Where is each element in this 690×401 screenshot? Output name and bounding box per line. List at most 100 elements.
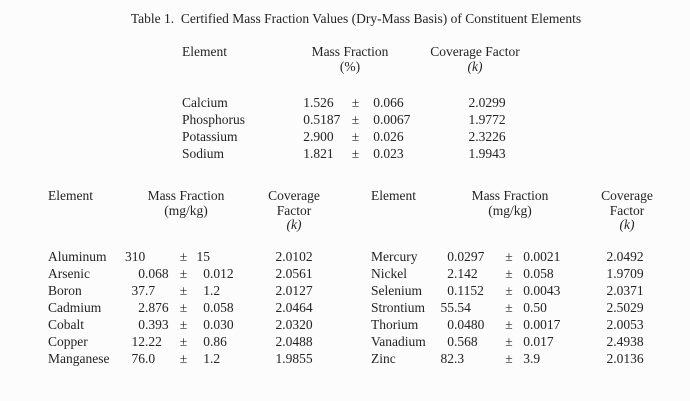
mass-fraction-value: 76.0 [131, 351, 156, 366]
plus-minus-symbol: ± [179, 266, 188, 281]
uncertainty-value: 0.026 [373, 129, 404, 144]
mass-fraction-value: 2.876 [138, 300, 169, 315]
table-row: Boron 37.7 ± 1.2 2.0127 [48, 282, 338, 299]
table-row: Copper 12.22 ± 0.86 2.0488 [48, 333, 338, 350]
coverage-factor-value: 2.0488 [275, 334, 313, 349]
table-row: Cobalt 0.393 ± 0.030 2.0320 [48, 316, 338, 333]
element-name: Strontium [371, 300, 426, 315]
table-row: Phosphorus 0.5187 ± 0.0067 1.9772 [182, 111, 558, 128]
mass-fraction-value: 12.22 [131, 334, 162, 349]
coverage-factor-value: 2.0492 [606, 249, 644, 264]
plus-minus-symbol: ± [505, 300, 513, 315]
element-name: Cadmium [48, 300, 102, 315]
table-row: Thorium 0.0480 ± 0.0017 2.0053 [371, 316, 690, 333]
plus-minus-symbol: ± [505, 283, 513, 298]
unit-label: (mg/kg) [488, 202, 532, 218]
uncertainty-value: 0.023 [373, 146, 404, 161]
table-row: Selenium 0.1152 ± 0.0043 2.0371 [371, 282, 690, 299]
coverage-factor-value: 1.9943 [468, 146, 506, 161]
mass-fraction-value: 0.5187 [303, 112, 341, 127]
unit-label: (mg/kg) [164, 202, 208, 218]
mass-fraction-value: 55.54 [440, 300, 471, 315]
coverage-factor-value: 2.0136 [606, 351, 644, 366]
element-name: Copper [48, 334, 88, 349]
coverage-factor-value: 2.0102 [275, 249, 313, 264]
coverage-factor-value: 2.0320 [275, 317, 313, 332]
table-row: Potassium 2.900 ± 0.026 2.3226 [182, 128, 558, 145]
element-name: Manganese [48, 351, 110, 366]
uncertainty-value: 0.058 [523, 266, 554, 281]
element-name: Vanadium [371, 334, 426, 349]
element-name: Calcium [182, 95, 228, 110]
mass-fraction-label: Mass Fraction [311, 44, 389, 59]
plus-minus-symbol: ± [505, 317, 513, 332]
table-row: Sodium 1.821 ± 0.023 1.9943 [182, 145, 558, 162]
mass-fraction-value: 0.0297 [447, 249, 485, 264]
mass-fraction-value: 37.7 [131, 283, 156, 298]
plus-minus-symbol: ± [179, 283, 188, 298]
uncertainty-value: 0.017 [523, 334, 554, 349]
mass-fraction-value: 0.0480 [447, 317, 485, 332]
uncertainty-value: 0.0021 [523, 249, 561, 264]
column-header-coverage-factor: Coverage Factor (k) [234, 188, 354, 233]
mass-fraction-value: 1.821 [303, 146, 334, 161]
mgkg-left-table: Aluminum 310 ± 15 2.0102 Arsenic 0.068 ±… [48, 248, 338, 367]
coverage-factor-value: 2.0127 [275, 283, 313, 298]
mgkg-right-table: Mercury 0.0297 ± 0.0021 2.0492 Nickel 2.… [371, 248, 690, 367]
column-header-element: Element [48, 188, 93, 203]
mass-fraction-value: 0.393 [138, 317, 169, 332]
plus-minus-symbol: ± [179, 300, 188, 315]
coverage-factor-value: 2.4938 [606, 334, 644, 349]
column-header-element: Element [182, 44, 227, 59]
element-name: Potassium [182, 129, 238, 144]
plus-minus-symbol: ± [505, 334, 513, 349]
mass-fraction-value: 310 [125, 249, 146, 264]
uncertainty-value: 0.058 [203, 300, 234, 315]
k-symbol-label: (k) [467, 58, 483, 74]
element-name: Boron [48, 283, 82, 298]
mass-fraction-value: 82.3 [440, 351, 465, 366]
table-row: Aluminum 310 ± 15 2.0102 [48, 248, 338, 265]
plus-minus-symbol: ± [505, 266, 513, 281]
uncertainty-value: 0.0067 [373, 112, 411, 127]
plus-minus-symbol: ± [351, 95, 360, 110]
mass-fraction-value: 2.142 [447, 266, 478, 281]
plus-minus-symbol: ± [505, 351, 513, 366]
coverage-factor-value: 1.9772 [468, 112, 506, 127]
k-symbol-label: (k) [619, 217, 635, 232]
plus-minus-symbol: ± [179, 317, 188, 332]
element-name: Selenium [371, 283, 422, 298]
column-header-mass-fraction: Mass Fraction (mg/kg) [126, 188, 246, 218]
column-header-element: Element [371, 188, 416, 203]
column-header-mass-fraction: Mass Fraction (mg/kg) [450, 188, 570, 218]
mass-fraction-value: 2.900 [303, 129, 334, 144]
uncertainty-value: 0.012 [203, 266, 234, 281]
coverage-factor-value: 2.5029 [606, 300, 644, 315]
table-row: Calcium 1.526 ± 0.066 2.0299 [182, 94, 558, 111]
column-header-mass-fraction: Mass Fraction (%) [290, 44, 410, 74]
uncertainty-value: 15 [196, 249, 211, 264]
unit-label: (%) [339, 58, 361, 74]
coverage-factor-label-line1: Coverage [268, 188, 320, 203]
mass-fraction-label: Mass Fraction [471, 188, 549, 203]
element-name: Mercury [371, 249, 418, 264]
coverage-factor-label-line2: Factor [276, 202, 312, 218]
uncertainty-value: 0.0043 [523, 283, 561, 298]
plus-minus-symbol: ± [351, 146, 360, 161]
coverage-factor-value: 2.3226 [468, 129, 506, 144]
uncertainty-value: 3.9 [523, 351, 541, 366]
table-caption: Table 1. Certified Mass Fraction Values … [130, 11, 582, 26]
plus-minus-symbol: ± [351, 129, 360, 144]
table-row: Arsenic 0.068 ± 0.012 2.0561 [48, 265, 338, 282]
coverage-factor-label-line1: Coverage [601, 188, 653, 203]
plus-minus-symbol: ± [505, 249, 513, 264]
uncertainty-value: 1.2 [203, 351, 221, 366]
uncertainty-value: 0.066 [373, 95, 404, 110]
coverage-factor-value: 2.0053 [606, 317, 644, 332]
plus-minus-symbol: ± [351, 112, 360, 127]
coverage-factor-label: Coverage Factor [430, 44, 520, 59]
coverage-factor-value: 2.0464 [275, 300, 313, 315]
plus-minus-symbol: ± [179, 334, 188, 349]
mass-fraction-value: 0.068 [138, 266, 169, 281]
